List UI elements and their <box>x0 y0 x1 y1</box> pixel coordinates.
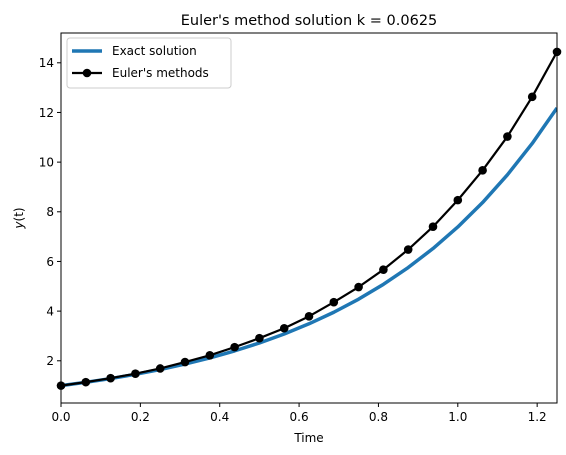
legend-label-eulers-methods: Euler's methods <box>112 66 209 80</box>
x-tick-label: 1.2 <box>528 410 547 424</box>
data-point-euler-s-methods <box>428 222 438 231</box>
data-point-euler-s-methods <box>478 166 487 175</box>
data-point-euler-s-methods <box>230 342 239 352</box>
y-tick-label: 2 <box>46 354 54 368</box>
data-point-euler-s-methods <box>279 323 289 333</box>
y-tick-label: 8 <box>46 205 54 219</box>
y-tick-label: 14 <box>39 56 54 70</box>
data-point-euler-s-methods <box>379 265 388 274</box>
data-point-euler-s-methods <box>403 245 413 254</box>
data-point-euler-s-methods <box>527 92 537 102</box>
data-point-euler-s-methods <box>503 132 512 141</box>
y-tick-label: 6 <box>46 255 54 269</box>
x-tick-label: 0.0 <box>51 410 70 424</box>
series-line-exact-solution <box>61 106 557 388</box>
data-point-euler-s-methods <box>453 195 463 205</box>
data-point-euler-s-methods <box>155 364 165 373</box>
data-point-euler-s-methods <box>304 312 314 321</box>
x-tick-label: 0.4 <box>210 410 229 424</box>
legend-marker-eulers-methods <box>82 68 92 78</box>
y-tick-label: 12 <box>39 106 54 120</box>
chart-title: Euler's method solution k = 0.0625 <box>181 13 438 29</box>
data-point-euler-s-methods <box>81 377 91 387</box>
x-tick-label: 1.0 <box>448 410 467 424</box>
data-point-euler-s-methods <box>205 351 215 360</box>
legend-label-exact-solution: Exact solution <box>112 44 197 58</box>
legend: Exact solution Euler's methods <box>66 37 232 89</box>
x-tick-label: 0.2 <box>131 410 150 424</box>
x-axis-label: Time <box>293 431 323 445</box>
legend-box <box>66 37 232 89</box>
data-point-euler-s-methods <box>329 297 339 307</box>
plot-series <box>56 47 562 390</box>
x-tick-label: 0.8 <box>369 410 388 424</box>
data-point-euler-s-methods <box>354 282 363 292</box>
data-point-euler-s-methods <box>131 369 140 379</box>
data-point-euler-s-methods <box>180 357 190 367</box>
data-point-euler-s-methods <box>106 373 115 383</box>
series-line-euler-s-methods <box>61 51 557 387</box>
data-point-euler-s-methods <box>255 333 264 343</box>
y-axis: 2 4 6 8 10 12 14 <box>39 56 61 368</box>
y-tick-label: 4 <box>46 304 54 318</box>
plot-frame <box>60 32 558 404</box>
x-tick-label: 0.6 <box>290 410 309 424</box>
x-axis: 0.0 0.2 0.4 0.6 0.8 1.0 1.2 <box>51 403 547 424</box>
y-axis-label: y(t) <box>12 207 26 229</box>
y-tick-label: 10 <box>39 155 54 169</box>
